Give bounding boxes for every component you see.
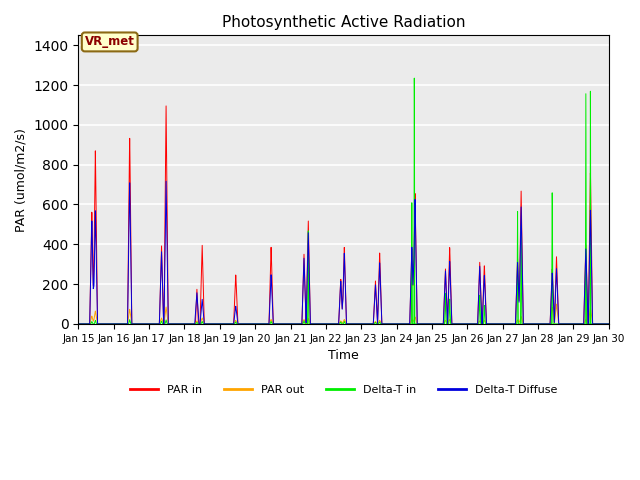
Delta-T Diffuse: [170, 321, 178, 327]
PAR in: [604, 321, 612, 327]
PAR in: [163, 103, 170, 109]
PAR in: [324, 321, 332, 327]
Delta-T in: [433, 321, 441, 327]
Y-axis label: PAR (umol/m2/s): PAR (umol/m2/s): [15, 128, 28, 231]
Delta-T Diffuse: [604, 321, 612, 327]
PAR out: [492, 321, 500, 327]
PAR in: [433, 321, 441, 327]
Delta-T in: [324, 321, 332, 327]
Title: Photosynthetic Active Radiation: Photosynthetic Active Radiation: [222, 15, 465, 30]
Line: PAR out: PAR out: [79, 304, 609, 324]
Line: Delta-T in: Delta-T in: [79, 78, 609, 324]
PAR out: [170, 321, 177, 327]
Delta-T Diffuse: [324, 321, 332, 327]
PAR out: [605, 321, 612, 327]
Delta-T in: [605, 321, 612, 327]
Delta-T Diffuse: [463, 321, 470, 327]
PAR in: [493, 321, 500, 327]
Delta-T in: [604, 321, 612, 327]
Line: Delta-T Diffuse: Delta-T Diffuse: [79, 181, 609, 324]
PAR out: [75, 321, 83, 327]
PAR out: [462, 321, 470, 327]
Delta-T in: [493, 321, 500, 327]
Delta-T Diffuse: [493, 321, 500, 327]
Delta-T in: [410, 75, 418, 81]
PAR in: [75, 321, 83, 327]
PAR out: [324, 321, 332, 327]
Delta-T Diffuse: [605, 321, 612, 327]
Legend: PAR in, PAR out, Delta-T in, Delta-T Diffuse: PAR in, PAR out, Delta-T in, Delta-T Dif…: [125, 380, 562, 399]
Delta-T in: [170, 321, 177, 327]
Line: PAR in: PAR in: [79, 106, 609, 324]
Delta-T in: [75, 321, 83, 327]
X-axis label: Time: Time: [328, 349, 359, 362]
PAR in: [463, 321, 470, 327]
Delta-T in: [463, 321, 470, 327]
Delta-T Diffuse: [163, 179, 170, 184]
PAR in: [605, 321, 612, 327]
Text: VR_met: VR_met: [84, 36, 134, 48]
Delta-T Diffuse: [433, 321, 441, 327]
Delta-T Diffuse: [75, 321, 83, 327]
PAR out: [604, 321, 612, 327]
PAR out: [433, 321, 441, 327]
PAR out: [553, 301, 561, 307]
PAR in: [170, 321, 178, 327]
